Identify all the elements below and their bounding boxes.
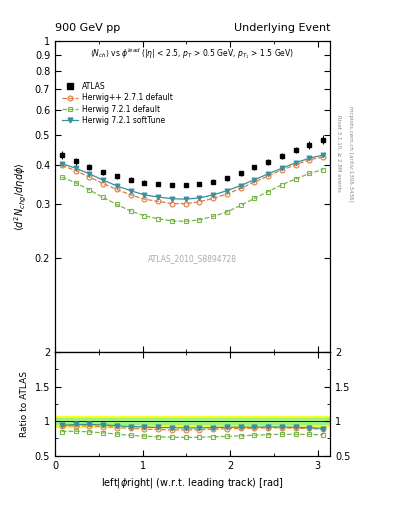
- Text: 900 GeV pp: 900 GeV pp: [55, 23, 120, 33]
- Text: Rivet 3.1.10, ≥ 2.8M events: Rivet 3.1.10, ≥ 2.8M events: [336, 115, 341, 192]
- Text: mcplots.cern.ch [arXiv:1306.3436]: mcplots.cern.ch [arXiv:1306.3436]: [348, 106, 353, 201]
- Text: ATLAS_2010_S8894728: ATLAS_2010_S8894728: [148, 254, 237, 263]
- Text: $\langle N_{ch}\rangle$ vs $\phi^{lead}$ ($|\eta|$ < 2.5, $p_T$ > 0.5 GeV, $p_{T: $\langle N_{ch}\rangle$ vs $\phi^{lead}$…: [90, 46, 295, 60]
- Y-axis label: Ratio to ATLAS: Ratio to ATLAS: [20, 371, 29, 437]
- Text: Underlying Event: Underlying Event: [233, 23, 330, 33]
- Y-axis label: $\langle d^2 N_{chg}/d\eta d\phi\rangle$: $\langle d^2 N_{chg}/d\eta d\phi\rangle$: [13, 162, 29, 231]
- Legend: ATLAS, Herwig++ 2.7.1 default, Herwig 7.2.1 default, Herwig 7.2.1 softTune: ATLAS, Herwig++ 2.7.1 default, Herwig 7.…: [62, 82, 173, 125]
- Bar: [55, 416, 330, 426]
- Bar: [55, 418, 330, 424]
- X-axis label: left$|\phi$right$|$ (w.r.t. leading track) [rad]: left$|\phi$right$|$ (w.r.t. leading trac…: [101, 476, 284, 490]
